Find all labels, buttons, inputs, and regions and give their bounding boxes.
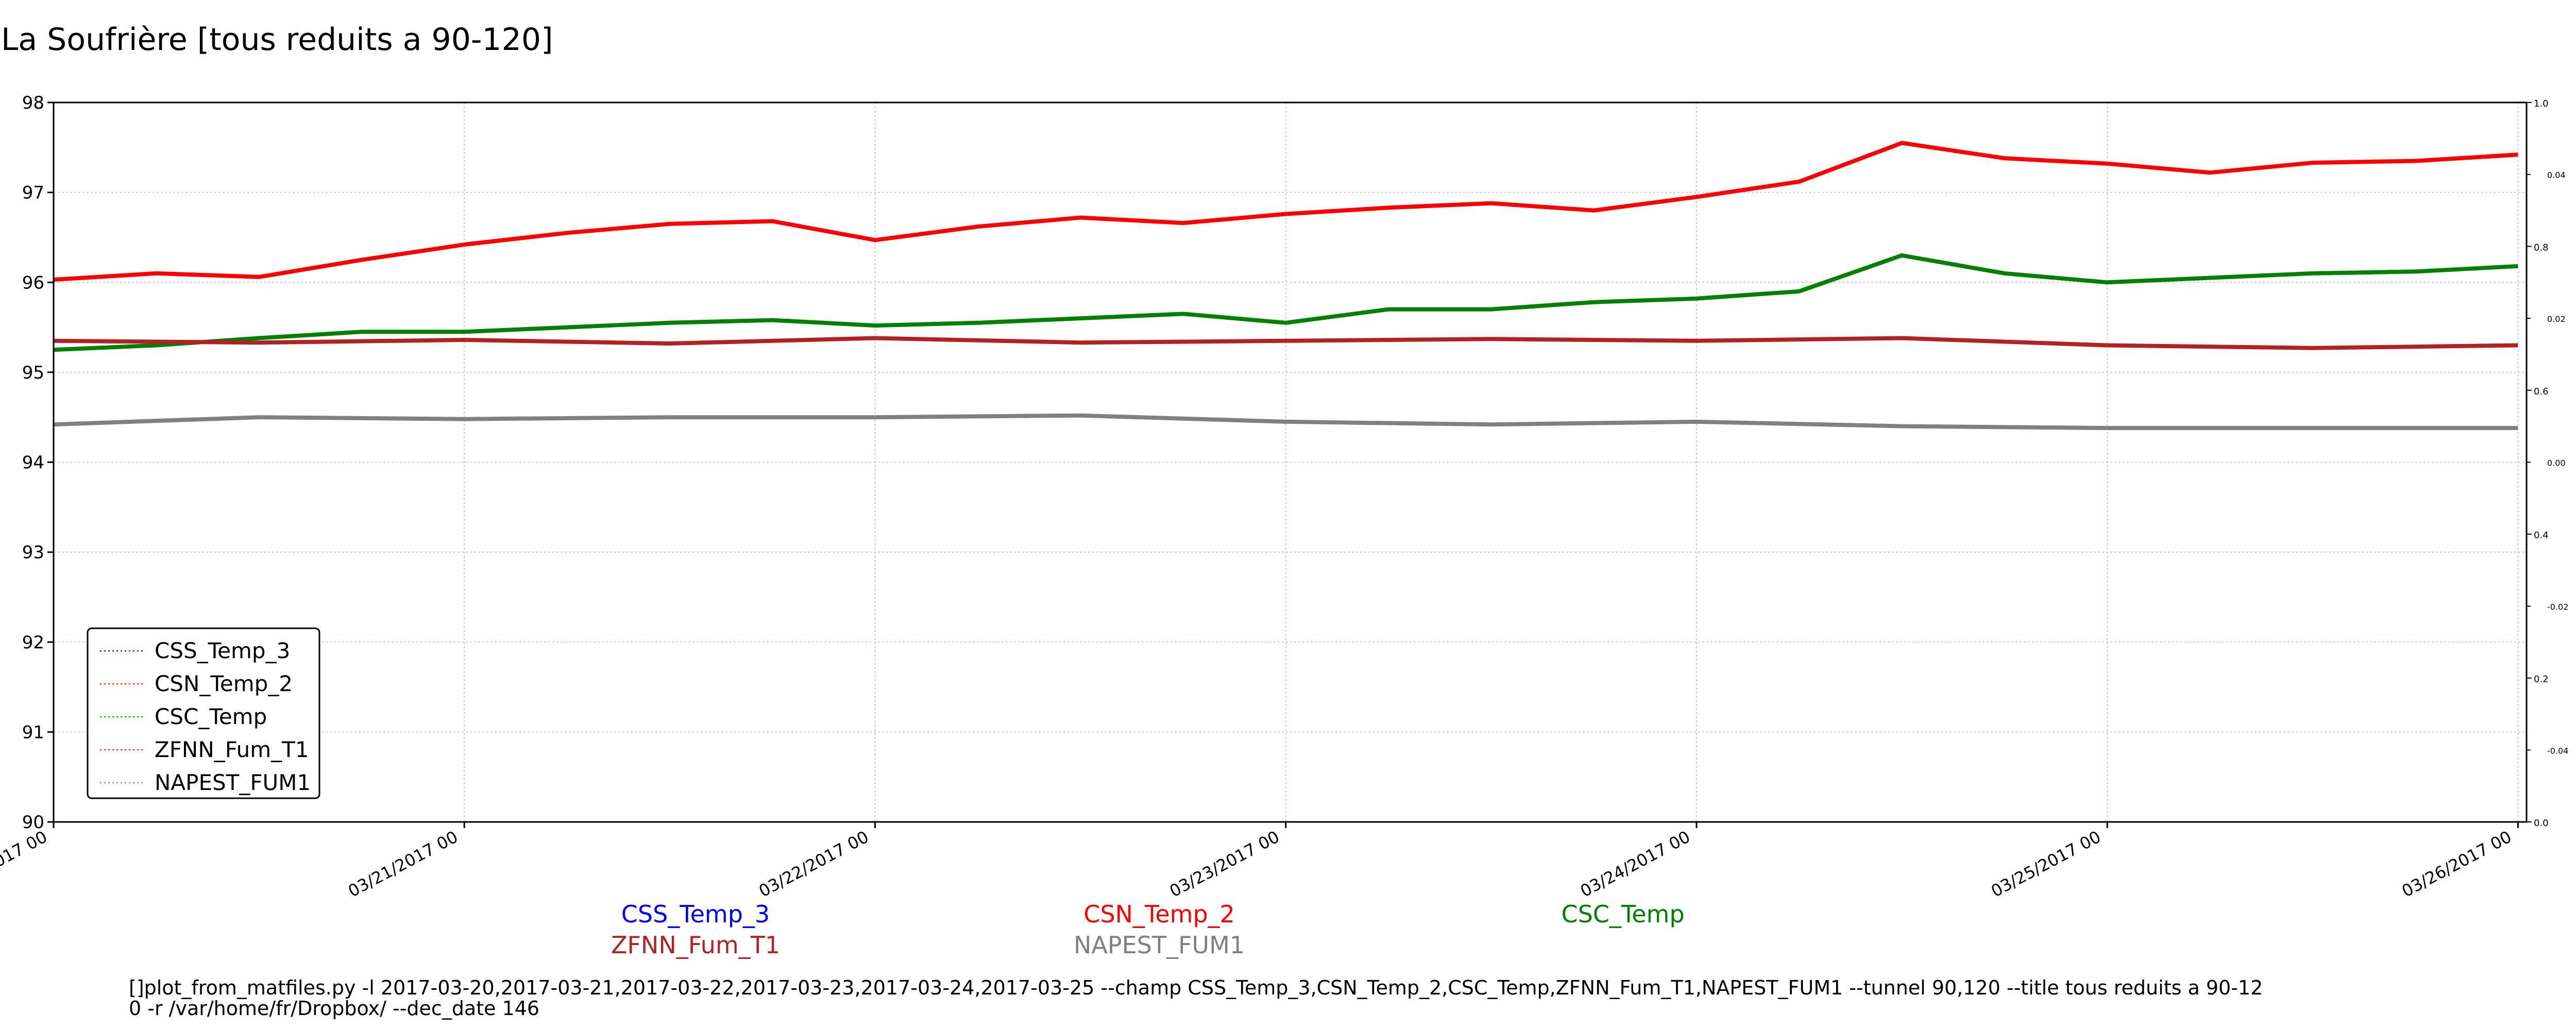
y2-tick-label: 0.2 [2534,674,2549,685]
series-layer [53,141,2518,431]
y3-tick-label: 0.00 [2547,458,2566,468]
y2-tick-label: 0.0 [2534,818,2549,829]
bottom-label-css-temp-3: CSS_Temp_3 [621,900,770,928]
series-line-zfnn-fum-t1 [53,336,2518,350]
y-tick-label: 97 [22,183,44,203]
legend-entry: NAPEST_FUM1 [155,770,311,795]
legend-entry: CSC_Temp [155,704,267,729]
x-tick-label: 03/25/2017 00 [1988,827,2104,901]
y-tick-label: 96 [22,272,44,293]
legend-entry: CSS_Temp_3 [155,638,290,663]
bottom-label-csn-temp-2: CSN_Temp_2 [1083,900,1235,928]
x-tick-label: 03/21/2017 00 [345,827,461,901]
legend: CSS_Temp_3 CSN_Temp_2 CSC_Temp ZFNN_Fum_T1 N… [87,627,320,799]
y-tick-label: 93 [22,542,44,563]
series-line-csc-temp [53,253,2518,352]
y3-tick-label: -0.04 [2547,746,2568,756]
grid [53,102,2527,822]
y3-tick-label: -0.02 [2547,602,2568,612]
legend-entry: CSN_Temp_2 [155,671,293,696]
y3-tick-label: 0.02 [2547,314,2566,324]
y2-tick-label: 0.8 [2534,242,2549,253]
bottom-label-zfnn-fum-t1: ZFNN_Fum_T1 [611,931,781,959]
y-tick-label: 91 [22,722,44,743]
bottom-label-napest-fum1: NAPEST_FUM1 [1073,931,1245,959]
command-line-2: 0 -r /var/home/fr/Dropbox/ --dec_date 14… [129,997,540,1020]
y2-tick-label: 0.6 [2534,386,2549,397]
chart-title: La Soufrière [tous reduits a 90-120] [1,22,553,58]
x-tick-label: 03/26/2017 00 [2399,827,2515,901]
y-tick-label: 94 [22,453,44,473]
y-tick-label: 92 [22,632,44,653]
legend-box [87,627,320,799]
series-line-napest-fum1 [53,413,2518,431]
x-tick-label: 03/20/2017 00 [0,827,50,901]
legend-entry: ZFNN_Fum_T1 [155,737,309,762]
y-tick-label: 95 [22,363,44,383]
y2-tick-label: 0.4 [2534,530,2549,541]
x-tick-label: 03/23/2017 00 [1166,827,1283,901]
y-tick-label: 98 [22,93,44,113]
y-tick-label: 90 [22,812,44,833]
bottom-label-csc-temp: CSC_Temp [1561,900,1685,928]
x-tick-label: 03/24/2017 00 [1577,827,1693,901]
command-line-1: []plot_from_matfiles.py -l 2017-03-20,20… [129,976,2263,999]
x-tick-label: 03/22/2017 00 [756,827,872,901]
y2-tick-label: 1.0 [2534,98,2549,109]
series-line-csn-temp-2 [53,141,2518,282]
y3-tick-label: 0.04 [2547,170,2566,180]
